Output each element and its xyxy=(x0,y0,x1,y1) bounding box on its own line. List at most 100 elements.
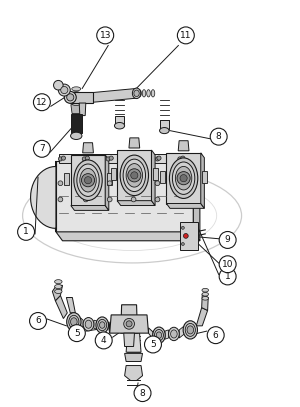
Circle shape xyxy=(83,181,88,186)
Circle shape xyxy=(131,197,136,202)
Ellipse shape xyxy=(83,317,94,331)
Text: 4: 4 xyxy=(101,336,106,345)
Polygon shape xyxy=(165,330,169,339)
Circle shape xyxy=(124,318,134,329)
Polygon shape xyxy=(124,353,142,361)
Circle shape xyxy=(207,327,224,344)
Circle shape xyxy=(18,223,34,240)
Ellipse shape xyxy=(72,87,81,91)
Ellipse shape xyxy=(187,326,194,334)
Circle shape xyxy=(131,181,136,186)
Polygon shape xyxy=(124,333,134,346)
Circle shape xyxy=(82,157,86,161)
Polygon shape xyxy=(94,320,97,329)
Circle shape xyxy=(177,172,190,185)
Polygon shape xyxy=(64,173,69,185)
Circle shape xyxy=(61,156,65,160)
Ellipse shape xyxy=(153,327,165,343)
Polygon shape xyxy=(107,173,112,185)
Polygon shape xyxy=(117,150,152,201)
Ellipse shape xyxy=(169,158,198,199)
Ellipse shape xyxy=(202,289,208,292)
Ellipse shape xyxy=(169,327,179,341)
Circle shape xyxy=(58,181,63,186)
Ellipse shape xyxy=(160,127,169,133)
Polygon shape xyxy=(126,333,141,352)
Text: EQUIPMENT: EQUIPMENT xyxy=(82,198,183,213)
Ellipse shape xyxy=(55,284,62,289)
Polygon shape xyxy=(105,155,109,210)
Ellipse shape xyxy=(134,90,139,96)
Circle shape xyxy=(133,156,137,160)
Circle shape xyxy=(107,197,112,202)
Circle shape xyxy=(30,313,46,329)
Polygon shape xyxy=(93,88,136,102)
Polygon shape xyxy=(66,298,75,313)
Ellipse shape xyxy=(70,132,82,140)
Polygon shape xyxy=(121,305,137,333)
Circle shape xyxy=(58,84,70,96)
Circle shape xyxy=(58,197,63,202)
Polygon shape xyxy=(111,168,116,180)
Ellipse shape xyxy=(98,319,107,331)
Polygon shape xyxy=(71,155,105,206)
Circle shape xyxy=(85,156,89,160)
Ellipse shape xyxy=(138,90,141,97)
Circle shape xyxy=(182,243,184,245)
Polygon shape xyxy=(124,365,142,381)
Polygon shape xyxy=(110,315,148,333)
Circle shape xyxy=(182,226,184,229)
Circle shape xyxy=(33,94,50,111)
Ellipse shape xyxy=(202,292,208,296)
Text: 11: 11 xyxy=(180,31,192,40)
Circle shape xyxy=(145,336,161,353)
Circle shape xyxy=(97,27,114,44)
Polygon shape xyxy=(71,105,82,114)
Ellipse shape xyxy=(185,324,195,336)
Polygon shape xyxy=(148,328,153,339)
Ellipse shape xyxy=(142,90,146,97)
Circle shape xyxy=(61,86,68,94)
Ellipse shape xyxy=(74,160,102,201)
Polygon shape xyxy=(153,168,158,180)
Circle shape xyxy=(85,177,92,184)
Ellipse shape xyxy=(151,90,155,97)
Circle shape xyxy=(157,156,161,160)
Circle shape xyxy=(109,156,113,160)
Circle shape xyxy=(178,157,182,161)
Text: 1: 1 xyxy=(23,228,29,236)
Circle shape xyxy=(53,81,63,90)
Ellipse shape xyxy=(100,322,105,328)
Polygon shape xyxy=(70,92,93,103)
Polygon shape xyxy=(31,161,56,232)
Circle shape xyxy=(131,172,138,179)
Polygon shape xyxy=(56,161,193,232)
Circle shape xyxy=(180,175,187,182)
Ellipse shape xyxy=(55,280,62,284)
Circle shape xyxy=(219,256,236,273)
Ellipse shape xyxy=(171,330,177,338)
Circle shape xyxy=(155,181,160,186)
Polygon shape xyxy=(79,103,86,116)
Circle shape xyxy=(126,321,132,327)
Circle shape xyxy=(58,157,62,161)
Circle shape xyxy=(33,140,50,157)
Text: 6: 6 xyxy=(213,330,219,340)
Text: 10: 10 xyxy=(222,260,233,269)
Polygon shape xyxy=(202,294,208,311)
Text: 8: 8 xyxy=(140,389,146,398)
Ellipse shape xyxy=(126,164,142,187)
Ellipse shape xyxy=(96,317,109,333)
Ellipse shape xyxy=(202,296,208,300)
Circle shape xyxy=(181,156,185,160)
Ellipse shape xyxy=(72,96,81,101)
Circle shape xyxy=(68,325,85,341)
Text: 8: 8 xyxy=(216,132,222,141)
Polygon shape xyxy=(167,153,201,204)
Polygon shape xyxy=(180,222,198,250)
Polygon shape xyxy=(83,143,93,153)
Circle shape xyxy=(219,268,236,285)
Polygon shape xyxy=(109,322,110,333)
Ellipse shape xyxy=(147,90,150,97)
Polygon shape xyxy=(160,120,169,129)
